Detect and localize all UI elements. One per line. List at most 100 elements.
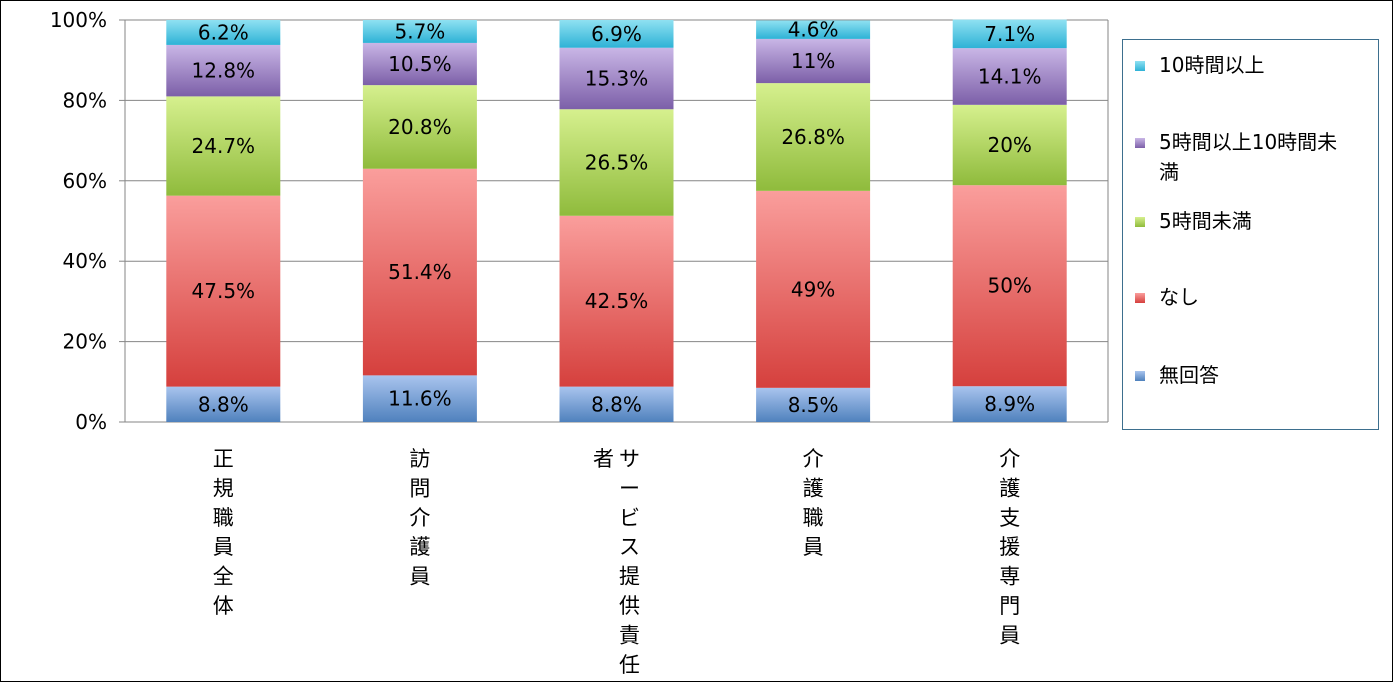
bar-segment	[952, 19, 1067, 49]
bar-segment	[559, 215, 674, 387]
bar-segment	[362, 42, 477, 86]
category-label-char: 介	[999, 447, 1020, 471]
data-label: 20.8%	[388, 115, 452, 139]
data-label: 26.8%	[781, 125, 845, 149]
category-label-char: 供	[619, 594, 640, 618]
category-label-char: 者	[593, 447, 614, 471]
bar-segment	[756, 83, 871, 191]
data-label: 11.6%	[388, 387, 452, 411]
data-label: 10.5%	[388, 52, 452, 76]
category-label-char: 責	[619, 623, 640, 647]
legend-label: 無回答	[1159, 363, 1219, 387]
category-label-char: 護	[803, 476, 824, 500]
bar-segment	[166, 195, 281, 387]
data-label: 20%	[987, 133, 1031, 157]
legend: 10時間以上 5時間以上10時間未満 5時間未満なし無回答	[1122, 39, 1379, 430]
bar-segment	[756, 38, 871, 84]
legend-item: なし	[1135, 282, 1375, 312]
y-tick-label: 0%	[75, 410, 107, 434]
bar-segment	[362, 375, 477, 422]
data-label: 5.7%	[394, 19, 445, 43]
data-label: 8.9%	[984, 392, 1035, 416]
legend-swatch	[1135, 61, 1145, 71]
bar-segment	[756, 20, 871, 39]
category-label-char: ス	[619, 535, 640, 559]
bar-segment	[559, 109, 674, 216]
data-label: 12.8%	[192, 59, 256, 83]
legend-label: 5時間以上10時間未	[1159, 130, 1338, 154]
bar-segment	[756, 190, 871, 388]
category-label-char: 正	[213, 447, 234, 471]
bar-segment	[362, 20, 477, 43]
y-tick-label: 40%	[63, 249, 107, 273]
data-label: 8.5%	[788, 393, 839, 417]
category-label-char: 職	[213, 506, 234, 530]
data-label: 49%	[791, 277, 835, 301]
category-label-char: 体	[213, 594, 234, 618]
legend-swatch	[1135, 138, 1145, 148]
legend-item: 無回答	[1135, 360, 1375, 390]
category-label-char: 提	[619, 565, 640, 589]
category-label-char: 専	[999, 565, 1020, 589]
category-label-char: ビ	[619, 506, 640, 530]
data-label: 6.9%	[591, 22, 642, 46]
bar-segment	[952, 185, 1067, 387]
data-label: 51.4%	[388, 260, 452, 284]
data-label: 7.1%	[984, 22, 1035, 46]
bars: 8.8% 47.5% 24.7% 12.8% 6.2% 11.6% 51.4% 20.8% 10…	[166, 18, 1067, 422]
category-label-char: 護	[999, 476, 1020, 500]
data-label: 26.5%	[585, 151, 649, 175]
category-label-char: 護	[409, 535, 430, 559]
legend-label: 5時間未満	[1159, 209, 1252, 233]
category-label-char: ー	[619, 476, 640, 500]
bar-segment	[166, 44, 281, 97]
category-label-char: 援	[999, 535, 1020, 559]
data-label: 47.5%	[192, 279, 256, 303]
data-label: 8.8%	[591, 392, 642, 416]
y-tick-label: 100%	[50, 8, 107, 32]
data-label: 50%	[987, 274, 1031, 298]
data-label: 15.3%	[585, 66, 649, 90]
y-tick-label: 80%	[63, 88, 107, 112]
y-tick-label: 60%	[63, 169, 107, 193]
legend-label: なし	[1159, 285, 1199, 309]
bar-segment	[559, 386, 674, 422]
category-label-char: 全	[213, 565, 234, 589]
category-label-char: 門	[999, 594, 1020, 618]
category-label-char: 支	[999, 506, 1020, 530]
bar-segment	[166, 20, 281, 45]
bar-segment	[952, 104, 1067, 186]
bar-segment	[362, 85, 477, 169]
category-label-char: 介	[803, 447, 824, 471]
category-label-char: 介	[409, 506, 430, 530]
data-label: 42.5%	[585, 289, 649, 313]
bar-segment	[166, 96, 281, 196]
category-label-char: 員	[213, 535, 234, 559]
category-label-char: 任	[619, 653, 640, 677]
category-label-char: 職	[803, 506, 824, 530]
category-label-char: 問	[409, 476, 430, 500]
category-label-char: 員	[803, 535, 824, 559]
category-label-char: サ	[619, 447, 640, 471]
legend-label: 10時間以上	[1159, 53, 1265, 77]
data-label: 4.6%	[788, 18, 839, 42]
legend-swatch	[1135, 371, 1145, 381]
legend-label: 満	[1159, 160, 1179, 184]
bar-segment	[559, 20, 674, 48]
y-tick-labels: 0% 20% 40% 60% 80% 100%	[50, 8, 107, 434]
legend-item: 10時間以上	[1135, 50, 1375, 80]
bar-segment	[952, 48, 1067, 105]
bar-segment	[166, 386, 281, 422]
category-label-char: 員	[409, 565, 430, 589]
data-label: 6.2%	[198, 20, 249, 44]
category-label-char: 訪	[409, 447, 430, 471]
legend-item: 5時間未満	[1135, 206, 1375, 236]
data-label: 14.1%	[978, 64, 1042, 88]
bar-segment	[362, 168, 477, 376]
bar-segment	[756, 387, 871, 422]
bar-segment	[559, 47, 674, 110]
data-label: 8.8%	[198, 392, 249, 416]
